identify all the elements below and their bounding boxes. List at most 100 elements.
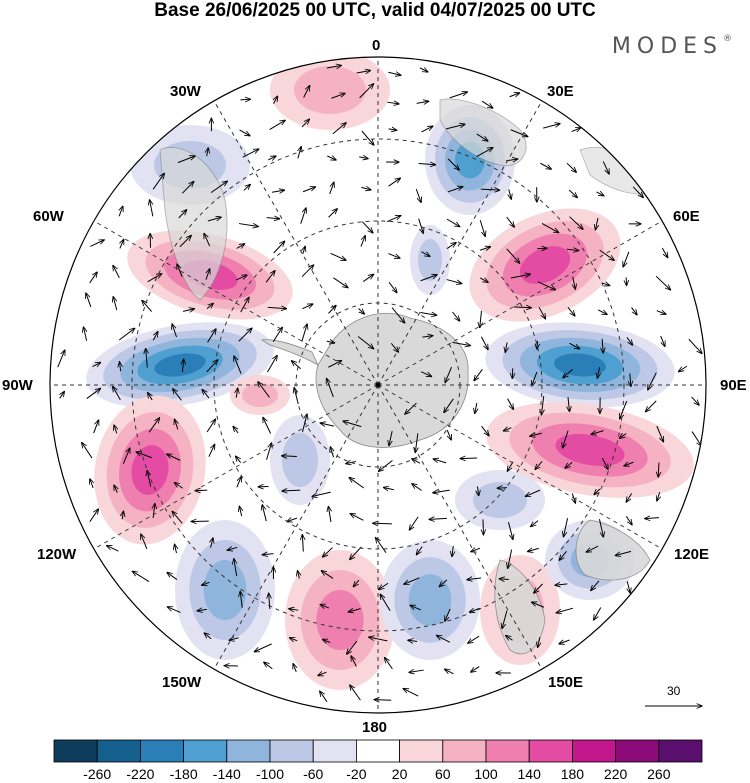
wind-arrow — [206, 269, 210, 280]
wind-arrow — [265, 271, 275, 283]
wind-arrow — [327, 156, 336, 160]
meridian-line — [93, 384, 379, 550]
wind-arrow — [508, 549, 513, 569]
wind-arrow — [509, 189, 512, 199]
wind-arrow — [153, 504, 155, 519]
colorbar-tick-label: 220 — [603, 766, 628, 782]
wind-arrow — [320, 423, 335, 426]
wind-arrow — [178, 210, 187, 219]
wind-arrow — [174, 419, 177, 430]
wind-arrow — [350, 685, 361, 701]
wind-arrow — [175, 544, 177, 554]
wind-arrow — [57, 350, 65, 368]
wind-arrow — [322, 639, 331, 642]
colorbar-swatch — [442, 739, 487, 763]
wind-arrow — [351, 656, 357, 667]
colorbar-swatch — [399, 739, 444, 763]
colorbar-tick-label: 20 — [391, 766, 408, 782]
wind-arrow — [152, 332, 158, 341]
wind-arrow — [388, 282, 397, 292]
wind-arrow — [447, 187, 463, 193]
wind-arrow — [86, 293, 92, 308]
wind-arrow — [436, 635, 451, 643]
wind-arrow — [535, 460, 543, 469]
lon-label-60w: 60W — [33, 208, 64, 225]
wind-arrow — [302, 187, 315, 193]
wind-arrow — [445, 669, 454, 675]
wind-arrow — [506, 216, 515, 227]
wind-arrow — [601, 457, 608, 469]
wind-arrow — [446, 218, 460, 227]
wind-arrow — [657, 492, 660, 501]
wind-arrow — [238, 224, 258, 227]
wind-arrow — [182, 359, 183, 373]
wind-arrow — [240, 297, 249, 313]
wind-arrow — [254, 643, 272, 652]
wind-arrow — [312, 491, 331, 496]
wind-arrow — [301, 265, 313, 278]
wind-arrow — [60, 391, 65, 399]
wind-arrow — [323, 547, 333, 557]
colorbar-tick-label: 180 — [560, 766, 585, 782]
wind-arrow — [543, 124, 560, 129]
wind-arrow — [206, 303, 213, 309]
wind-arrow — [321, 571, 334, 579]
wind-arrow — [120, 362, 121, 372]
wind-arrow — [348, 609, 361, 612]
wind-arrow — [541, 222, 559, 232]
wind-arrow — [468, 635, 480, 643]
wind-arrow — [597, 367, 599, 378]
wind-arrow — [329, 182, 334, 195]
wind-arrow — [300, 208, 306, 224]
wind-arrow — [302, 535, 303, 552]
wind-arrow — [615, 550, 632, 555]
colorbar-swatch — [312, 739, 357, 763]
wind-arrow — [476, 148, 493, 157]
wind-arrow — [525, 489, 541, 496]
wind-arrow — [661, 247, 668, 258]
wind-arrow — [471, 548, 481, 552]
wind-arrow — [626, 493, 633, 502]
wind-arrow — [380, 594, 391, 611]
wind-arrow — [132, 571, 150, 582]
map-boundary — [49, 56, 707, 714]
modes-logo: MODES® — [611, 34, 732, 59]
wind-arrow — [627, 581, 630, 593]
wind-arrow — [433, 490, 450, 493]
wind-arrow — [594, 488, 601, 495]
wind-arrow — [471, 666, 480, 673]
wind-arrow — [141, 534, 148, 549]
wind-arrow — [591, 430, 604, 435]
wind-arrow — [289, 609, 299, 610]
lon-label-120w: 120W — [37, 546, 77, 563]
antarctica-landmass — [159, 98, 656, 655]
wind-arrow — [688, 338, 702, 353]
wind-arrow — [90, 479, 93, 489]
wind-arrow — [301, 119, 309, 128]
wind-arrow — [645, 518, 659, 519]
wind-arrow — [236, 388, 237, 398]
wind-arrow — [172, 511, 183, 524]
wind-arrow — [502, 610, 508, 629]
wind-arrow — [625, 516, 632, 525]
wind-arrow — [122, 511, 123, 520]
wind-arrow — [555, 584, 568, 585]
wind-arrow — [420, 371, 431, 377]
wind-arrow — [148, 418, 159, 433]
wind-arrow — [298, 147, 301, 159]
wind-arrow — [383, 487, 394, 489]
wind-arrow — [513, 307, 531, 308]
anomaly-contour — [154, 353, 206, 377]
wind-arrow — [360, 236, 365, 247]
wind-arrow — [113, 387, 121, 401]
wind-arrow — [177, 156, 195, 164]
wind-arrow — [541, 396, 543, 415]
wind-arrow — [320, 691, 328, 703]
anomaly-contour — [242, 383, 278, 407]
wind-arrow — [92, 362, 101, 366]
wind-arrow — [479, 278, 488, 282]
colorbar-swatch — [226, 739, 271, 763]
wind-arrow — [559, 551, 567, 560]
wind-arrow — [469, 608, 481, 612]
